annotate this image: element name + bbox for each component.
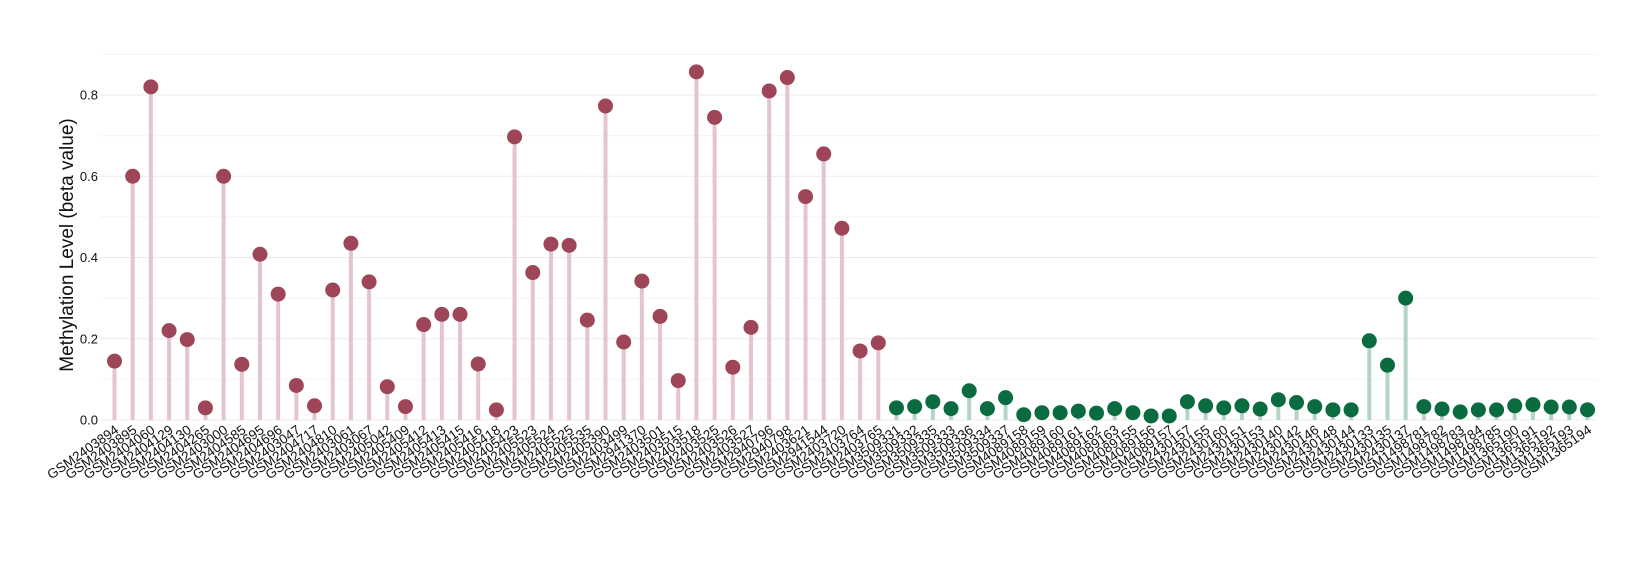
lollipop-point xyxy=(888,400,904,416)
lollipop-point xyxy=(1107,401,1123,417)
lollipop-point xyxy=(252,246,268,262)
lollipop-point xyxy=(1489,402,1505,418)
lollipop-point xyxy=(598,98,613,114)
point-layer xyxy=(107,64,1595,424)
lollipop-point xyxy=(1379,357,1395,373)
lollipop-point xyxy=(143,79,159,95)
y-axis-label: Methylation Level (beta value) xyxy=(57,118,78,371)
lollipop-point xyxy=(361,274,377,290)
lollipop-point xyxy=(1016,407,1032,423)
lollipop-point xyxy=(761,83,777,99)
lollipop-point xyxy=(616,334,632,350)
lollipop-point xyxy=(1525,397,1541,413)
lollipop-point xyxy=(270,286,286,302)
lollipop-point xyxy=(343,235,359,251)
lollipop-point xyxy=(197,400,213,416)
lollipop-point xyxy=(452,306,468,322)
stem-layer xyxy=(112,71,1590,420)
lollipop-point xyxy=(688,64,704,80)
lollipop-point xyxy=(1507,398,1523,414)
lollipop-point xyxy=(1434,401,1450,417)
lollipop-point xyxy=(870,335,886,351)
lollipop-point xyxy=(1216,400,1232,416)
lollipop-point xyxy=(1198,398,1214,414)
lollipop-point xyxy=(288,377,304,393)
lollipop-point xyxy=(1580,402,1595,418)
lollipop-point xyxy=(816,146,832,162)
lollipop-point xyxy=(852,343,868,359)
lollipop-point xyxy=(234,356,250,372)
lollipop-point xyxy=(1052,405,1068,421)
lollipop-point xyxy=(488,402,504,418)
lollipop-point xyxy=(1070,403,1086,419)
lollipop-point xyxy=(1361,333,1377,349)
lollipop-point xyxy=(979,401,995,417)
lollipop-point xyxy=(725,359,741,375)
lollipop-point xyxy=(525,265,541,281)
lollipop-point xyxy=(434,306,450,322)
lollipop-point xyxy=(1034,405,1050,421)
lollipop-point xyxy=(1252,401,1268,417)
lollipop-point xyxy=(925,394,941,410)
lollipop-point xyxy=(1179,394,1195,410)
lollipop-point xyxy=(1143,408,1159,424)
lollipop-point xyxy=(325,282,341,298)
y-tick-label: 0.6 xyxy=(80,169,98,184)
lollipop-point xyxy=(1343,402,1359,418)
lollipop-point xyxy=(1234,398,1250,414)
lollipop-point xyxy=(543,236,559,252)
grid-layer xyxy=(100,53,1598,421)
lollipop-point xyxy=(1089,405,1104,421)
lollipop-point xyxy=(1325,402,1341,418)
lollipop-point xyxy=(634,273,650,289)
lollipop-point xyxy=(652,308,668,324)
y-tick-label: 0.0 xyxy=(80,413,98,428)
lollipop-point xyxy=(1416,399,1432,415)
lollipop-point xyxy=(1543,399,1559,415)
lollipop-point xyxy=(1398,290,1414,306)
lollipop-point xyxy=(1452,404,1468,420)
lollipop-point xyxy=(834,220,850,236)
lollipop-point xyxy=(507,129,523,145)
lollipop-point xyxy=(907,399,923,415)
y-tick-label: 0.4 xyxy=(80,250,98,265)
lollipop-point xyxy=(307,398,323,414)
lollipop-point xyxy=(125,168,141,184)
lollipop-point xyxy=(397,399,413,415)
y-tick-label: 0.2 xyxy=(80,331,98,346)
lollipop-point xyxy=(379,379,395,395)
y-axis-ticks: 0.0 0.2 0.4 0.6 0.8 xyxy=(80,88,98,428)
lollipop-point xyxy=(1270,392,1286,408)
lollipop-point xyxy=(1561,399,1577,415)
lollipop-point xyxy=(1125,405,1141,421)
lollipop-point xyxy=(743,319,759,335)
lollipop-point xyxy=(470,356,486,372)
lollipop-point xyxy=(961,383,977,399)
lollipop-point xyxy=(1307,399,1323,415)
lollipop-point xyxy=(707,109,723,125)
lollipop-point xyxy=(1289,395,1305,411)
lollipop-point xyxy=(416,317,432,333)
lollipop-point xyxy=(779,70,795,86)
lollipop-point xyxy=(579,312,595,328)
lollipop-point xyxy=(107,353,122,369)
x-axis-ticks: GSM2403894GSM2403895GSM2404060GSM2404129… xyxy=(44,422,1594,482)
lollipop-point xyxy=(1470,402,1486,418)
lollipop-point xyxy=(1161,408,1177,424)
lollipop-point xyxy=(161,323,177,339)
lollipop-point xyxy=(561,237,577,253)
lollipop-point xyxy=(179,332,195,348)
lollipop-point xyxy=(998,390,1014,406)
lollipop-point xyxy=(798,189,814,205)
lollipop-point xyxy=(670,373,686,389)
lollipop-point xyxy=(216,168,232,184)
y-tick-label: 0.8 xyxy=(80,88,98,103)
lollipop-point xyxy=(943,401,959,417)
